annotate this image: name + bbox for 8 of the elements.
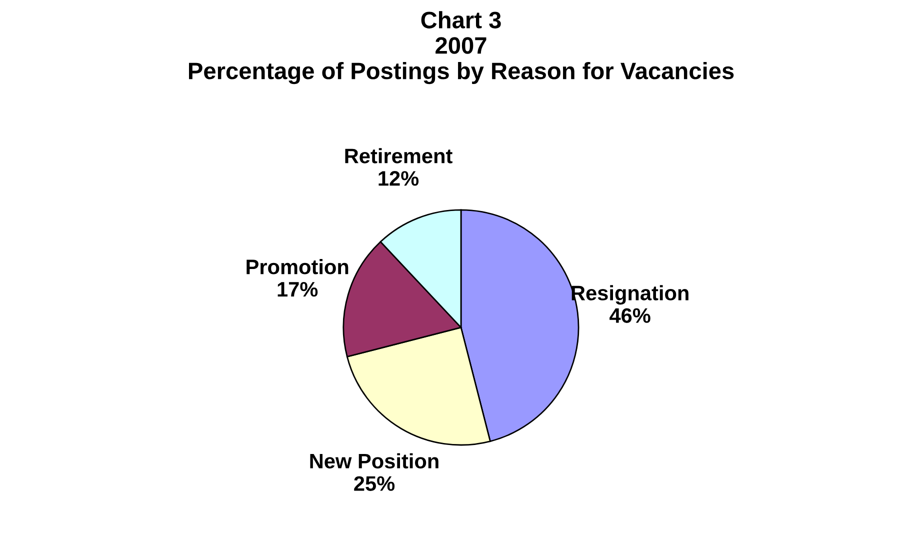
slice-label: Retirement	[345, 148, 452, 164]
data-label: 25%	[354, 476, 395, 491]
data-label: 17%	[278, 282, 318, 297]
chart-title: Chart 3 2007 Percentage of Postings by Reason for Vacancies	[189, 11, 734, 84]
data-label: 46%	[610, 308, 650, 323]
slice-label: Promotion	[246, 258, 348, 274]
slice-label: New Position	[310, 453, 438, 469]
data-label: 12%	[378, 171, 419, 186]
